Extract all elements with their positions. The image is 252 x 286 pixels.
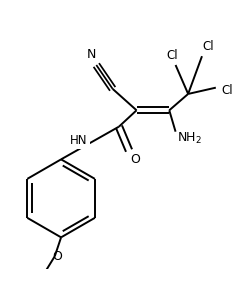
Text: N: N	[86, 48, 96, 61]
Text: O: O	[130, 153, 140, 166]
Text: O: O	[52, 250, 62, 263]
Text: HN: HN	[70, 134, 87, 147]
Text: Cl: Cl	[202, 40, 213, 53]
Text: NH$_2$: NH$_2$	[176, 130, 201, 146]
Text: Cl: Cl	[165, 49, 177, 62]
Text: HN: HN	[70, 134, 87, 147]
Text: Cl: Cl	[220, 84, 232, 97]
